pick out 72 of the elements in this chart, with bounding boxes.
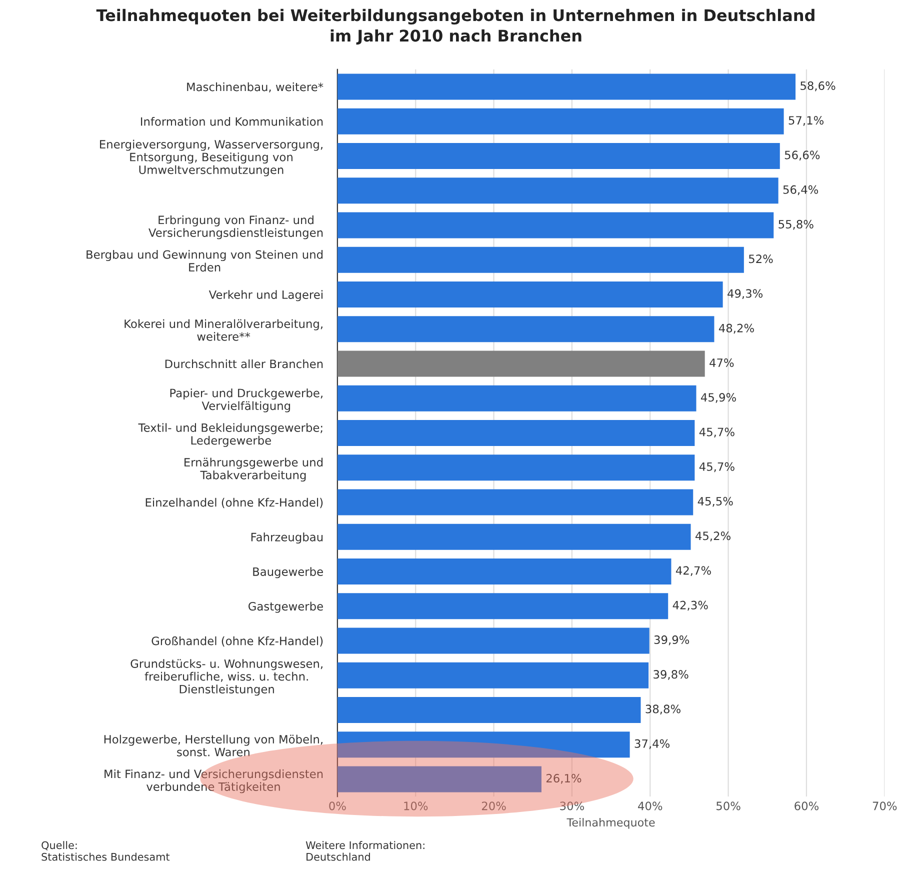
- bar: [337, 558, 672, 584]
- x-tick-label: 0%: [329, 802, 346, 810]
- data-label: 48,2%: [718, 324, 754, 334]
- y-tick-label: Ernährungsgewerbe und Tabakverarbeitung: [184, 458, 323, 482]
- data-label: 45,2%: [696, 532, 730, 542]
- data-label: 47%: [710, 358, 734, 368]
- bar: [337, 697, 641, 723]
- data-label: 56,4%: [783, 185, 818, 196]
- x-tick-label: 10%: [404, 802, 428, 810]
- bar: [337, 178, 778, 204]
- bar: [337, 593, 668, 620]
- x-tick-label: 50%: [716, 802, 740, 810]
- bar: [337, 454, 695, 481]
- bar: [337, 74, 796, 100]
- bar: [337, 524, 691, 550]
- data-label: 58,6%: [800, 81, 836, 92]
- y-tick-label: Grundstücks- u. Wohnungswesen, freiberufliche, wiss. u. techn. Dienstleistungen: [130, 659, 322, 696]
- data-label: 26,1%: [546, 774, 582, 784]
- data-label: 45,7%: [699, 428, 734, 438]
- data-label: 52%: [748, 254, 773, 264]
- data-label: 57,1%: [788, 116, 824, 126]
- data-label: 42,3%: [672, 600, 708, 611]
- x-tick-label: 20%: [482, 802, 506, 810]
- data-label: 38,8%: [646, 704, 680, 714]
- bar: [337, 385, 696, 412]
- y-tick-label: Großhandel (ohne Kfz-Handel): [152, 636, 323, 647]
- x-tick-label: 40%: [638, 802, 662, 810]
- chart-title: Teilnahmequoten bei Weiterbildungsangeboten in Unternehmen in Deutschland im Jahr 2010 nach Branchen: [96, 8, 814, 45]
- data-label: 42,7%: [676, 566, 711, 576]
- y-tick-label: Papier- und Druckgewerbe, Vervielfältigung: [170, 388, 322, 412]
- y-tick-label: Verkehr und Lagerei: [208, 290, 322, 302]
- data-label: 56,6%: [784, 150, 820, 160]
- data-label: 45,9%: [700, 393, 736, 403]
- bar: [337, 628, 650, 654]
- data-label: 37,4%: [634, 739, 670, 750]
- x-tick-label: 30%: [560, 802, 584, 810]
- x-axis-title: Teilnahmequote: [566, 818, 655, 829]
- bar: [337, 350, 705, 377]
- y-tick-label: Textil- und Bekleidungsgewerbe; Ledergewerbe: [138, 423, 322, 447]
- y-tick-label: Mit Finanz- und Versicherungsdiensten verbundene Tätigkeiten: [104, 769, 323, 794]
- y-tick-label: Fahrzeugbau: [251, 532, 323, 544]
- data-label: 45,5%: [698, 496, 733, 507]
- y-tick-label: Kokerei und Mineralölverarbeitung, weitere**: [124, 319, 322, 341]
- y-tick-label: Bergbau und Gewinnung von Steinen und Erden: [86, 250, 323, 272]
- data-label: 49,3%: [728, 289, 763, 299]
- y-tick-label: Durchschnitt aller Branchen: [165, 359, 323, 368]
- bar: [337, 143, 780, 169]
- x-tick-label: 60%: [794, 802, 818, 810]
- bar: [337, 662, 649, 688]
- bar: [337, 246, 744, 273]
- bar: [337, 489, 694, 516]
- y-tick-label: Energieversorgung, Wasserversorgung, Entsorgung, Beseitigung von Umweltverschmutzungen: [100, 140, 322, 176]
- bar: [337, 108, 784, 134]
- bar: [337, 212, 774, 238]
- source-note: Quelle: Statistisches Bundesamt: [42, 841, 170, 861]
- bar: [337, 420, 695, 446]
- bar: [337, 316, 714, 342]
- y-tick-label: Information und Kommunikation: [140, 117, 323, 126]
- y-tick-label: Erbringung von Finanz- und Versicherungsdienstleistungen: [148, 215, 323, 240]
- data-label: 39,9%: [654, 635, 690, 646]
- y-tick-label: Baugewerbe: [253, 567, 323, 578]
- text: Weitere Informationen: Deutschland: [306, 841, 424, 861]
- data-label: 39,8%: [654, 670, 688, 680]
- x-tick-label: 70%: [872, 802, 897, 810]
- y-tick-label: Gastgewerbe: [248, 602, 323, 613]
- bar: [337, 282, 723, 308]
- y-tick-label: Holzgewerbe, Herstellung von Möbeln, sonst. Waren: [104, 734, 322, 756]
- data-label: 55,8%: [778, 220, 814, 230]
- y-tick-label: Maschinenbau, weitere*: [187, 82, 324, 92]
- data-label: 45,7%: [699, 462, 734, 472]
- y-tick-label: Einzelhandel (ohne Kfz-Handel): [146, 498, 323, 508]
- bar: [337, 766, 542, 792]
